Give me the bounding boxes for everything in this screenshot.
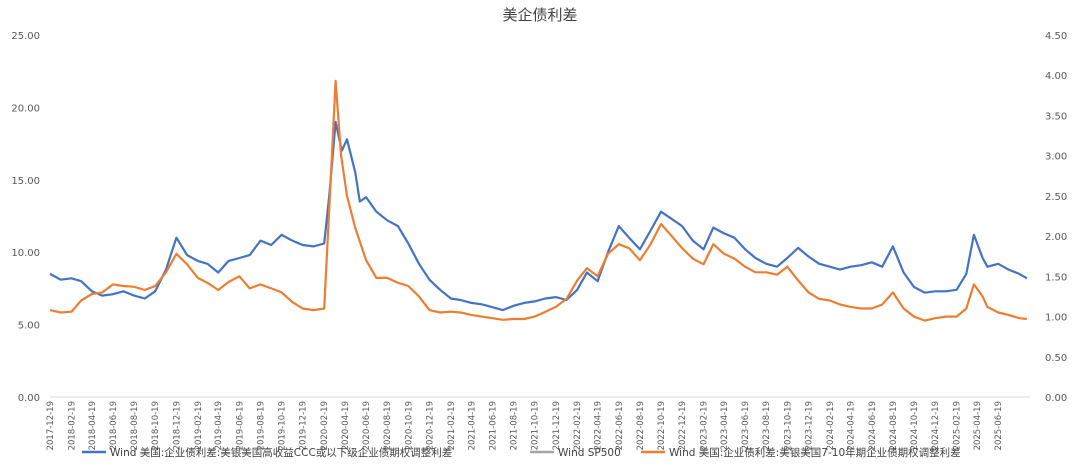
x-axis-tick: 2024-02-19 <box>826 401 836 450</box>
x-axis-tick: 2019-12-19 <box>299 401 309 450</box>
left-axis-tick: 10.00 <box>11 248 40 259</box>
legend: Wind 美国:企业债利差:美银美国高收益CCC或以下级企业债期权调整利差 Win… <box>82 446 961 459</box>
x-axis-tick: 2024-08-19 <box>889 401 899 450</box>
x-axis-tick: 2025-04-19 <box>973 401 983 450</box>
x-axis-tick: 2024-10-19 <box>910 401 920 450</box>
x-axis-tick: 2023-06-19 <box>741 401 751 450</box>
x-axis-ticks: 2017-12-19 2018-02-19 2018-04-19 2018-06-19… <box>46 401 1004 450</box>
x-axis-tick: 2017-12-19 <box>46 401 56 450</box>
x-axis-tick: 2023-12-19 <box>804 401 814 450</box>
x-axis-tick: 2022-04-19 <box>594 401 604 450</box>
x-axis-tick: 2020-06-19 <box>362 401 372 450</box>
right-axis-tick: 4.00 <box>1045 71 1067 82</box>
x-axis-tick: 2025-02-19 <box>953 401 963 450</box>
series-line-2 <box>49 79 1028 322</box>
x-axis-tick: 2022-10-19 <box>657 401 667 450</box>
right-axis-tick: 0.50 <box>1045 353 1067 364</box>
x-axis-tick: 2023-02-19 <box>700 401 710 450</box>
legend-label-2: Wind 美国:企业债利差:美银美国7-10年期企业债期权调整利差 <box>669 446 961 459</box>
left-axis-ticks: 0.00 5.00 10.00 15.00 20.00 25.00 <box>11 31 40 404</box>
x-axis-tick: 2018-10-19 <box>151 401 161 450</box>
x-axis-tick: 2018-04-19 <box>88 401 98 450</box>
x-axis-tick: 2022-06-19 <box>615 401 625 450</box>
x-axis-tick: 2021-04-19 <box>467 401 477 450</box>
x-axis-tick: 2021-12-19 <box>552 401 562 450</box>
right-axis-tick: 3.50 <box>1045 111 1067 122</box>
x-axis-tick: 2025-06-19 <box>994 401 1004 450</box>
right-axis-tick: 1.00 <box>1045 313 1067 324</box>
x-axis-tick: 2020-08-19 <box>383 401 393 450</box>
right-axis-tick: 0.00 <box>1045 393 1067 404</box>
x-axis-tick: 2023-04-19 <box>720 401 730 450</box>
left-axis-tick: 15.00 <box>11 176 40 187</box>
x-axis-tick: 2019-02-19 <box>194 401 204 450</box>
x-axis-tick: 2018-06-19 <box>109 401 119 450</box>
x-axis-tick: 2019-08-19 <box>256 401 266 450</box>
x-axis-tick: 2018-08-19 <box>130 401 140 450</box>
right-axis-tick: 1.50 <box>1045 272 1067 283</box>
legend-label-1: Wind SP500 <box>558 447 621 459</box>
x-axis-tick: 2020-12-19 <box>425 401 435 450</box>
x-axis-tick: 2020-02-19 <box>320 401 330 450</box>
legend-label-0: Wind 美国:企业债利差:美银美国高收益CCC或以下级企业债期权调整利差 <box>110 446 452 459</box>
left-axis-tick: 5.00 <box>18 321 40 332</box>
x-axis-tick: 2020-10-19 <box>404 401 414 450</box>
series-layer <box>49 79 1028 322</box>
x-axis-tick: 2024-04-19 <box>847 401 857 450</box>
right-axis-tick: 2.00 <box>1045 232 1067 243</box>
x-axis-tick: 2019-10-19 <box>278 401 288 450</box>
x-axis-tick: 2022-12-19 <box>678 401 688 450</box>
right-axis-tick: 4.50 <box>1045 31 1067 42</box>
right-axis-tick: 3.00 <box>1045 152 1067 163</box>
x-axis-tick: 2020-04-19 <box>341 401 351 450</box>
x-axis-tick: 2023-08-19 <box>762 401 772 450</box>
right-axis-ticks: 0.00 0.50 1.00 1.50 2.00 2.50 3.00 3.50 4.00 4.50 <box>1045 31 1067 404</box>
x-axis-tick: 2021-10-19 <box>531 401 541 450</box>
left-axis-tick: 0.00 <box>18 393 40 404</box>
x-axis-tick: 2019-06-19 <box>235 401 245 450</box>
chart-title: 美企债利差 <box>502 6 577 24</box>
x-axis-tick: 2019-04-19 <box>214 401 224 450</box>
x-axis-tick: 2021-06-19 <box>488 401 498 450</box>
x-axis-tick: 2024-06-19 <box>868 401 878 450</box>
x-axis-tick: 2024-12-19 <box>931 401 941 450</box>
left-axis-tick: 20.00 <box>11 103 40 114</box>
x-axis-tick: 2018-02-19 <box>67 401 77 450</box>
x-axis-tick: 2022-02-19 <box>573 401 583 450</box>
series-line-0 <box>49 120 1028 312</box>
x-axis-tick: 2021-08-19 <box>510 401 520 450</box>
x-axis-tick: 2022-08-19 <box>636 401 646 450</box>
right-axis-tick: 2.50 <box>1045 192 1067 203</box>
x-axis-tick: 2018-12-19 <box>172 401 182 450</box>
left-axis-tick: 25.00 <box>11 31 40 42</box>
x-axis-tick: 2021-02-19 <box>447 401 457 450</box>
x-axis-tick: 2023-10-19 <box>783 401 793 450</box>
